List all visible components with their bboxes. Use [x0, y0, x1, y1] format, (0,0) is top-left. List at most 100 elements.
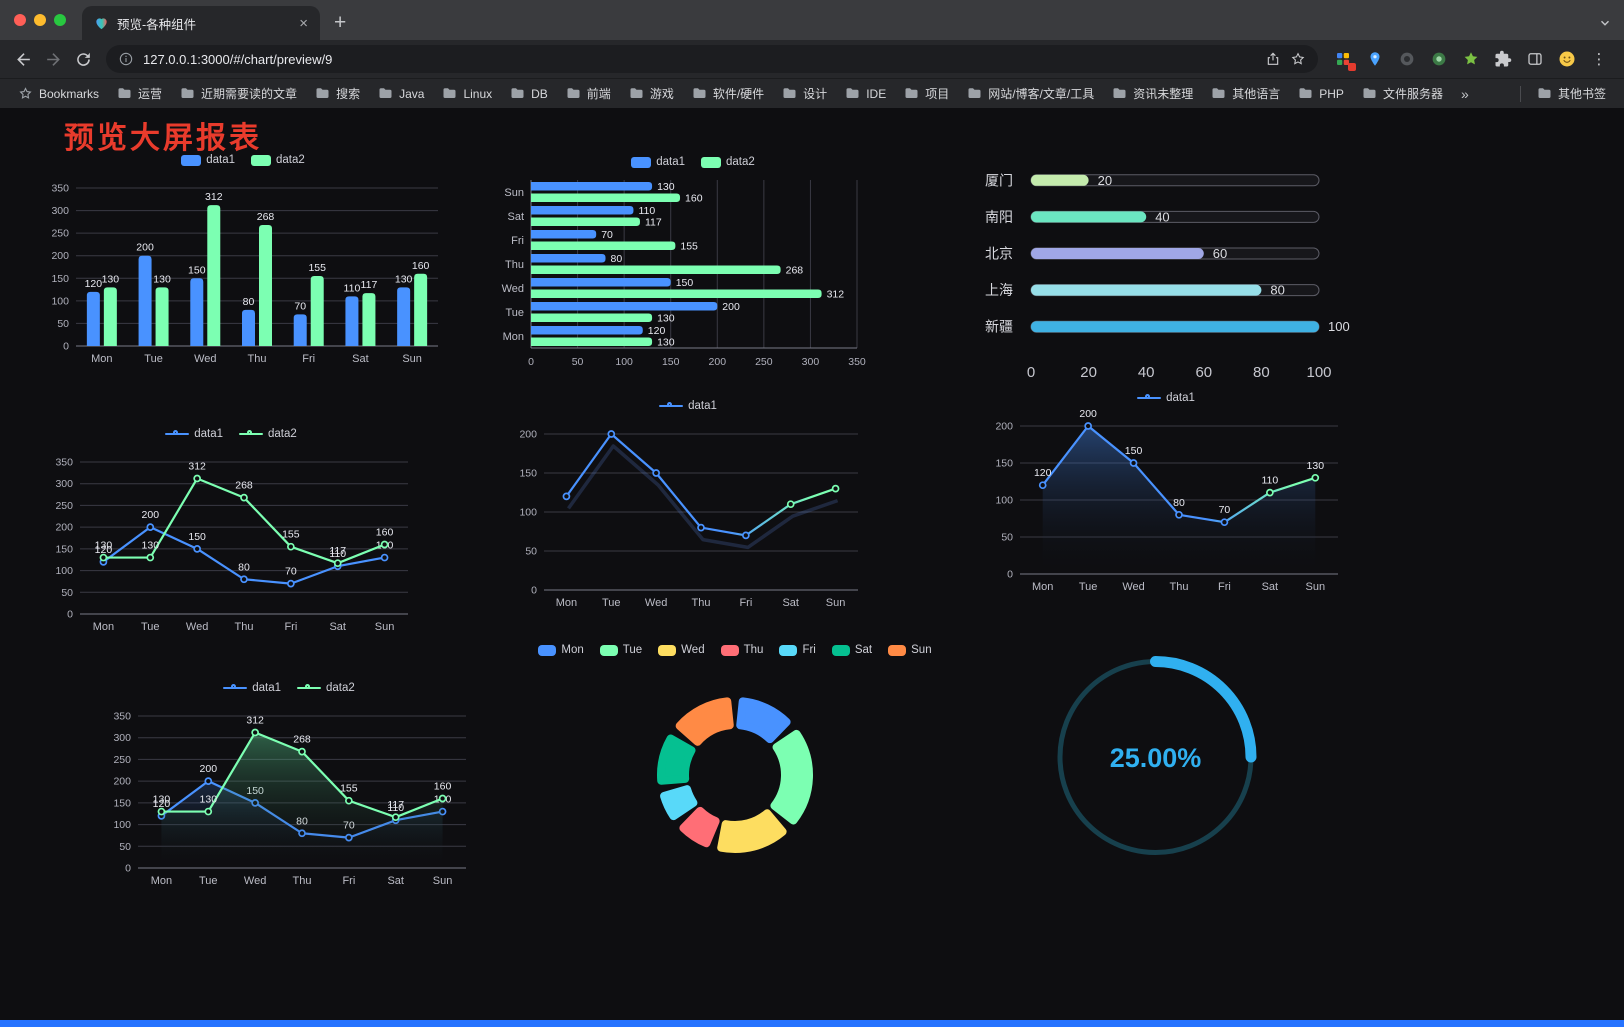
- bookmark-folder[interactable]: 资讯未整理: [1104, 82, 1201, 105]
- svg-text:0: 0: [63, 341, 69, 353]
- bookmark-folder[interactable]: IDE: [837, 83, 894, 104]
- svg-text:Mon: Mon: [91, 353, 112, 365]
- minimize-window-button[interactable]: [34, 14, 46, 26]
- legend-item[interactable]: data1: [631, 156, 685, 168]
- legend-label: data1: [206, 154, 235, 166]
- legend-item[interactable]: data2: [297, 682, 355, 694]
- svg-text:120: 120: [85, 278, 103, 290]
- bookmark-folder[interactable]: 搜索: [307, 82, 368, 105]
- legend-item[interactable]: data2: [239, 428, 297, 440]
- legend-label: Thu: [743, 644, 764, 656]
- svg-text:80: 80: [611, 253, 623, 265]
- bookmark-folder-label: 网站/博客/文章/工具: [988, 87, 1095, 101]
- bookmark-folder[interactable]: 游戏: [621, 82, 682, 105]
- address-bar[interactable]: 127.0.0.1:3000/#/chart/preview/9: [106, 45, 1318, 73]
- legend-item[interactable]: data2: [251, 154, 305, 166]
- browser-menu-icon[interactable]: ⋮: [1591, 51, 1607, 68]
- svg-text:350: 350: [55, 457, 73, 469]
- svg-text:50: 50: [1001, 532, 1013, 544]
- svg-text:150: 150: [662, 356, 680, 368]
- svg-text:Wed: Wed: [186, 621, 208, 633]
- bookmarks-manager[interactable]: Bookmarks: [10, 83, 107, 104]
- folder-icon: [567, 88, 580, 98]
- site-info-icon[interactable]: [118, 51, 134, 67]
- close-window-button[interactable]: [14, 14, 26, 26]
- legend-item[interactable]: data1: [181, 154, 235, 166]
- tab-overflow-chevron-icon[interactable]: [1598, 16, 1612, 30]
- svg-text:Mon: Mon: [1032, 581, 1053, 593]
- svg-text:200: 200: [142, 509, 160, 521]
- legend-item[interactable]: Thu: [720, 644, 764, 656]
- svg-text:Fri: Fri: [739, 597, 752, 609]
- svg-text:70: 70: [294, 300, 306, 312]
- legend-item[interactable]: data1: [659, 400, 717, 412]
- bookmark-folder[interactable]: 网站/博客/文章/工具: [959, 82, 1102, 105]
- legend-marker: [720, 644, 739, 656]
- extension-green-circle-icon[interactable]: [1428, 48, 1450, 70]
- forward-icon[interactable]: [38, 44, 68, 74]
- bookmark-star-icon[interactable]: [1290, 51, 1306, 67]
- bookmark-folder[interactable]: 设计: [774, 82, 835, 105]
- legend-item[interactable]: data1: [1137, 392, 1195, 404]
- pin-drop-icon[interactable]: [1364, 48, 1386, 70]
- svg-text:60: 60: [1213, 246, 1227, 261]
- tab-favicon-icon: [94, 16, 109, 31]
- legend-item[interactable]: Sat: [831, 644, 872, 656]
- svg-text:Sat: Sat: [1262, 581, 1279, 593]
- bookmark-folder[interactable]: DB: [502, 83, 556, 104]
- tab-close-icon[interactable]: ×: [299, 14, 308, 32]
- profile-avatar[interactable]: [1556, 48, 1578, 70]
- bookmark-folder[interactable]: Linux: [434, 83, 500, 104]
- svg-text:150: 150: [1125, 445, 1143, 457]
- legend-item[interactable]: Mon: [538, 644, 584, 656]
- share-icon[interactable]: [1265, 51, 1281, 67]
- bookmark-folder-label: 游戏: [649, 87, 674, 101]
- browser-tab[interactable]: 预览-各种组件 ×: [82, 6, 320, 40]
- bookmark-folder[interactable]: PHP: [1290, 83, 1352, 104]
- svg-text:Wed: Wed: [502, 283, 524, 295]
- bookmark-folder[interactable]: 运营: [109, 82, 170, 105]
- other-bookmarks-folder[interactable]: 其他书签: [1529, 82, 1614, 105]
- svg-text:300: 300: [802, 356, 820, 368]
- legend-marker: [297, 683, 321, 693]
- legend-item[interactable]: data1: [223, 682, 281, 694]
- bookmark-folder[interactable]: Java: [370, 83, 432, 104]
- back-icon[interactable]: [8, 44, 38, 74]
- extension-green-star-icon[interactable]: [1460, 48, 1482, 70]
- grouped-bar-chart: data1 data2 0 50 100 150 200 250 300 350 Mon Tue Wed…: [38, 150, 448, 372]
- legend-item[interactable]: data1: [165, 428, 223, 440]
- bookmark-folder[interactable]: 软件/硬件: [684, 82, 772, 105]
- legend-item[interactable]: Wed: [658, 644, 705, 656]
- url-text[interactable]: 127.0.0.1:3000/#/chart/preview/9: [143, 51, 333, 67]
- reload-icon[interactable]: [68, 44, 98, 74]
- side-panel-icon[interactable]: [1524, 48, 1546, 70]
- legend-item[interactable]: Tue: [599, 644, 642, 656]
- legend-item[interactable]: Sun: [888, 644, 932, 656]
- bookmarks-overflow-chevron[interactable]: »: [1460, 85, 1469, 102]
- chart-canvas: 厦门 20 南阳 40 北京 60 上海 80 新疆 100 0 20 40 60 80 100: [985, 172, 1350, 381]
- svg-text:120: 120: [1034, 467, 1052, 479]
- svg-text:Wed: Wed: [244, 875, 266, 887]
- extensions-puzzle-icon[interactable]: [1492, 48, 1514, 70]
- svg-text:Wed: Wed: [645, 597, 667, 609]
- bookmark-folder[interactable]: 项目: [896, 82, 957, 105]
- progress-bars-chart: 厦门 20 南阳 40 北京 60 上海 80 新疆 100 0 20 40 60 80 100: [985, 156, 1357, 391]
- bookmark-folder[interactable]: 其他语言: [1203, 82, 1288, 105]
- extension-grid-icon[interactable]: [1332, 48, 1356, 71]
- legend-item[interactable]: data2: [701, 156, 755, 168]
- bookmark-folder[interactable]: 前端: [558, 82, 619, 105]
- svg-text:Sun: Sun: [375, 621, 395, 633]
- extension-circle-icon[interactable]: [1396, 48, 1418, 70]
- svg-text:150: 150: [188, 531, 206, 543]
- star-icon: [19, 87, 32, 99]
- legend-label: data2: [726, 156, 755, 168]
- maximize-window-button[interactable]: [54, 14, 66, 26]
- legend-item[interactable]: Fri: [779, 644, 816, 656]
- bookmark-folder[interactable]: 近期需要读的文章: [172, 82, 305, 105]
- new-tab-button[interactable]: +: [334, 11, 347, 34]
- bookmark-folder[interactable]: 文件服务器: [1354, 82, 1451, 105]
- svg-text:130: 130: [200, 794, 218, 806]
- svg-text:Sun: Sun: [402, 353, 422, 365]
- bookmark-folder-label: 搜索: [336, 87, 361, 101]
- browser-toolbar: 127.0.0.1:3000/#/chart/preview/9: [0, 40, 1624, 78]
